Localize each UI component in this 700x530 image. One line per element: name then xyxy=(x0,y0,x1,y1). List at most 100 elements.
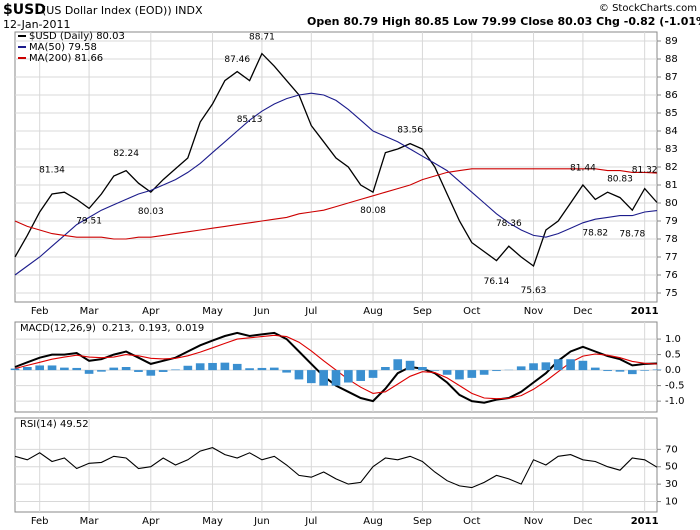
histogram-bar xyxy=(344,370,353,383)
histogram-bar xyxy=(60,367,69,371)
x-tick-label: Jul xyxy=(304,516,317,527)
x-tick-label: Oct xyxy=(463,306,480,317)
histogram-bar xyxy=(442,370,452,375)
histogram-bar xyxy=(627,370,637,375)
price-annotation: 87.46 xyxy=(224,55,250,65)
legend-label: MA(50) 79.58 xyxy=(29,42,97,53)
x-tick-label: May xyxy=(202,306,223,317)
price-annotation: 83.56 xyxy=(397,125,423,135)
x-tick-label: Mar xyxy=(80,306,100,317)
price-annotation: 80.83 xyxy=(607,175,633,185)
histogram-bar xyxy=(492,370,501,372)
y-tick-label: 89 xyxy=(665,36,678,47)
security-name: (US Dollar Index (EOD)) xyxy=(42,4,172,17)
histogram-bar xyxy=(590,367,600,371)
y-tick-label: 70 xyxy=(665,444,678,455)
histogram-bar xyxy=(171,369,180,371)
y-tick-label: 79 xyxy=(665,216,678,227)
price-annotation: 85.13 xyxy=(237,115,263,125)
y-tick-label: 85 xyxy=(665,108,678,119)
panel-title: MACD(12,26,9) xyxy=(20,323,96,334)
y-tick-label: 50 xyxy=(665,462,678,473)
y-tick-label: -0.5 xyxy=(665,381,685,392)
x-tick-label: Feb xyxy=(31,516,49,527)
histogram-bar xyxy=(566,359,575,371)
x-tick-label: Nov xyxy=(524,516,544,527)
y-tick-label: 1.0 xyxy=(665,334,681,345)
histogram-bar xyxy=(615,370,625,372)
y-tick-label: 80 xyxy=(665,198,678,209)
exchange: INDX xyxy=(175,4,203,17)
symbol: $USD xyxy=(3,2,46,18)
histogram-bar xyxy=(282,370,291,373)
histogram-bar xyxy=(220,362,230,371)
price-annotation: 81.32 xyxy=(632,166,658,176)
histogram-bar xyxy=(356,370,366,381)
y-tick-label: 76 xyxy=(665,270,678,281)
y-tick-label: 84 xyxy=(665,126,678,137)
price-annotation: 88.71 xyxy=(249,33,275,43)
copyright: © StockCharts.com xyxy=(599,3,697,14)
price-annotation: 81.34 xyxy=(39,165,65,175)
price-annotation: 78.36 xyxy=(496,219,522,229)
x-tick-label: Jun xyxy=(253,306,270,317)
histogram-bar xyxy=(109,367,119,371)
date: 12-Jan-2011 xyxy=(3,18,71,31)
x-tick-label: Dec xyxy=(573,516,592,527)
histogram-bar xyxy=(232,363,242,371)
histogram-bar xyxy=(467,370,477,378)
series-line xyxy=(14,447,658,489)
y-tick-label: 77 xyxy=(665,252,678,263)
legend-label: 0.213, xyxy=(102,323,134,334)
histogram-bar xyxy=(134,370,143,372)
x-tick-label: Oct xyxy=(463,516,480,527)
histogram-bar xyxy=(405,360,415,371)
histogram-bar xyxy=(553,359,563,371)
x-tick-label: May xyxy=(202,516,223,527)
x-tick-label: Apr xyxy=(142,516,160,527)
price-annotation: 79.51 xyxy=(76,216,102,226)
y-tick-label: 0.0 xyxy=(665,365,681,376)
y-tick-label: 0.5 xyxy=(665,350,681,361)
histogram-bar xyxy=(10,368,20,371)
y-tick-label: 81 xyxy=(665,180,678,191)
x-tick-label: Jun xyxy=(253,516,270,527)
y-tick-label: 83 xyxy=(665,144,678,155)
histogram-bar xyxy=(257,367,267,371)
x-tick-label: Apr xyxy=(142,306,160,317)
x-tick-label: Feb xyxy=(31,306,49,317)
x-tick-label: Nov xyxy=(524,306,544,317)
y-tick-label: 88 xyxy=(665,54,678,65)
y-tick-label: 87 xyxy=(665,72,678,83)
histogram-bar xyxy=(516,366,526,371)
y-tick-label: 75 xyxy=(665,288,678,299)
x-tick-label: Sep xyxy=(413,516,432,527)
histogram-bar xyxy=(529,363,538,371)
histogram-bar xyxy=(306,370,316,384)
price-annotation: 80.03 xyxy=(138,207,164,217)
price-annotation: 82.24 xyxy=(113,149,139,159)
legend-label: MA(200) 81.66 xyxy=(29,53,103,64)
histogram-bar xyxy=(455,370,464,380)
histogram-bar xyxy=(97,370,106,372)
x-tick-label: 2011 xyxy=(631,516,659,527)
panel-frame xyxy=(14,417,658,513)
histogram-bar xyxy=(430,370,440,371)
histogram-bar xyxy=(269,367,279,371)
legend-label: 0.193, xyxy=(139,323,171,334)
y-tick-label: 86 xyxy=(665,90,678,101)
x-tick-label: Jul xyxy=(304,306,317,317)
histogram-bar xyxy=(146,370,156,376)
x-tick-label: Mar xyxy=(80,516,100,527)
histogram-bar xyxy=(208,362,217,371)
quote: Open 80.79 High 80.85 Low 79.99 Close 80… xyxy=(307,15,700,28)
y-tick-label: 78 xyxy=(665,234,678,245)
series-line xyxy=(14,52,658,268)
histogram-bar xyxy=(331,370,341,386)
histogram-bar xyxy=(418,367,427,371)
panel-title: RSI(14) 49.52 xyxy=(20,419,89,430)
histogram-bar xyxy=(652,369,662,371)
y-tick-label: 10 xyxy=(665,497,678,508)
